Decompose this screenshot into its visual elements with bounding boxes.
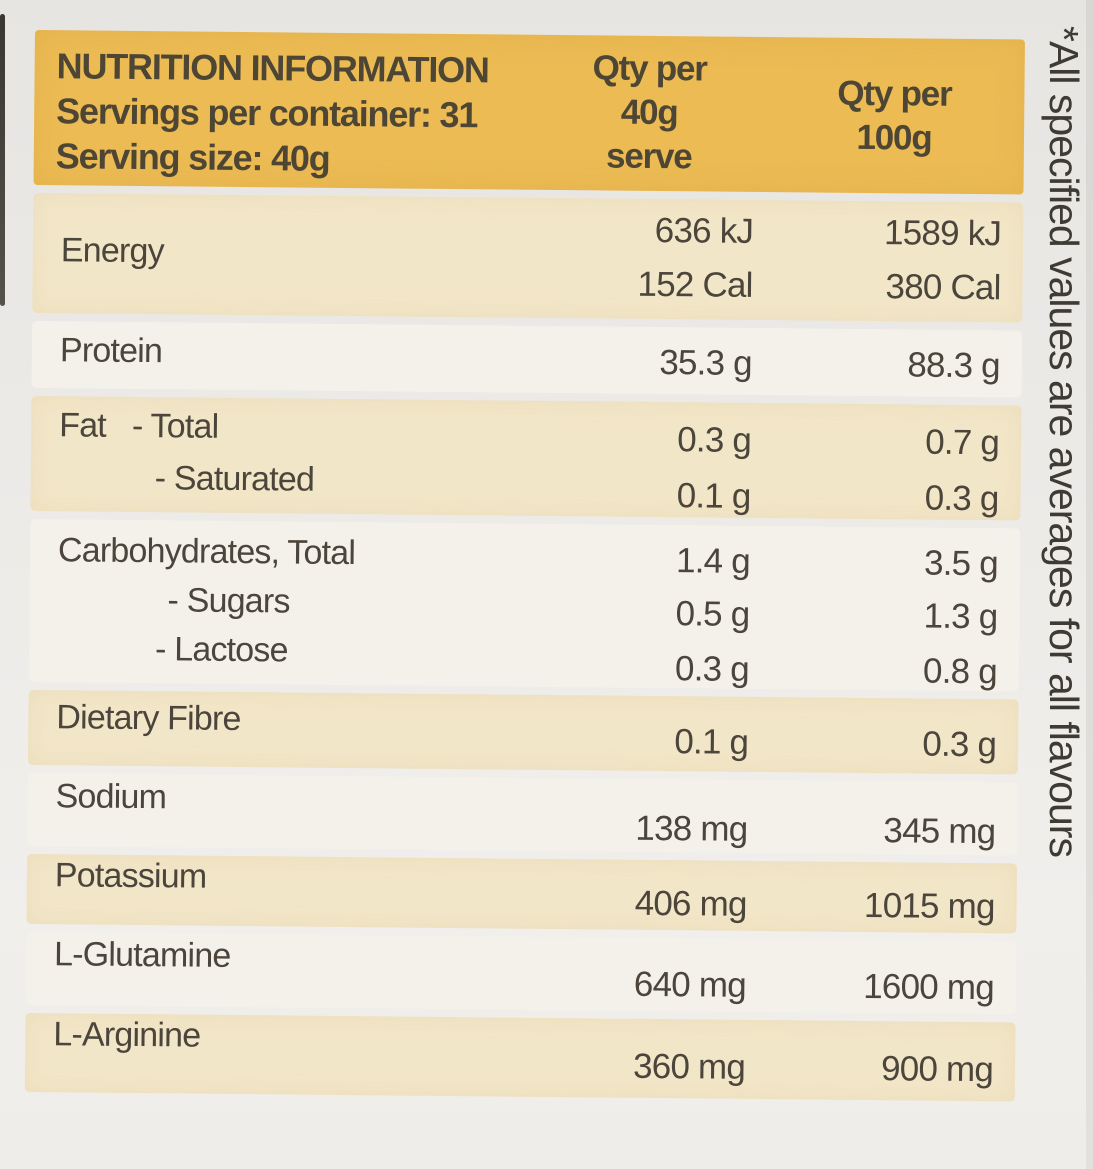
column-header-line: Qty per — [837, 73, 952, 114]
value-per-100g: 345 mg — [883, 811, 996, 852]
value-line: 1589 kJ — [883, 213, 1002, 254]
row-l-arginine: L-Arginine 360 mg 900 mg — [24, 1012, 1016, 1102]
value-per-100g: 1600 mg — [863, 966, 995, 1008]
value-per-serve: 640 mg — [633, 964, 747, 1005]
value-per-serve: 0.5 g — [675, 594, 750, 634]
row-l-glutamine: L-Glutamine 640 mg 1600 mg — [25, 931, 1017, 1015]
row-energy: Energy 636 kJ 152 Cal 1589 kJ 380 Cal — [32, 192, 1024, 323]
value-per-serve: 0.3 g — [674, 649, 750, 689]
value-per-100g: 0.3 g — [924, 478, 999, 519]
header-title-block: NUTRITION INFORMATION Servings per conta… — [34, 30, 535, 190]
value-per-100g: 0.3 g — [922, 724, 997, 765]
row-label: Carbohydrates, Total — [57, 531, 356, 573]
nutrition-panel: NUTRITION INFORMATION Servings per conta… — [24, 30, 1025, 1102]
value-per-serve: 406 mg — [634, 883, 747, 924]
row-potassium: Potassium 406 mg 1015 mg — [26, 853, 1018, 934]
row-label-name: Fat — [59, 406, 107, 445]
column-header-per-100g: Qty per 100g — [763, 37, 1024, 194]
value-per-100g: 1015 mg — [863, 885, 995, 927]
row-sodium: Sodium 138 mg 345 mg — [27, 772, 1018, 856]
value-per-serve: 0.1 g — [674, 722, 749, 762]
row-label: Protein — [59, 331, 163, 371]
column-header-line: Qty per — [592, 48, 707, 89]
column-header-per-serve: Qty per 40g serve — [533, 35, 764, 192]
row-label: Potassium — [54, 856, 207, 896]
row-fat: Fat - Total 0.3 g 0.7 g - Saturated 0.1 g… — [30, 395, 1022, 521]
row-sublabel: - Sugars — [167, 581, 290, 621]
value-per-serve: 1.4 g — [675, 541, 751, 581]
value-per-serve: 636 kJ 152 Cal — [572, 198, 753, 320]
value-per-100g: 0.8 g — [922, 651, 998, 692]
value-line: 380 Cal — [885, 267, 1001, 308]
row-protein: Protein 35.3 g 88.3 g — [31, 320, 1023, 398]
value-per-serve: 138 mg — [635, 808, 748, 849]
column-header-line: 100g — [856, 117, 932, 158]
row-sublabel: - Total — [131, 406, 219, 446]
value-per-100g: 1.3 g — [923, 596, 998, 637]
serving-size: Serving size: 40g — [55, 135, 330, 179]
column-header-line: serve — [605, 136, 692, 177]
value-line: 152 Cal — [637, 264, 753, 305]
nutrition-header: NUTRITION INFORMATION Servings per conta… — [33, 30, 1025, 195]
side-note-vertical: *All specified values are averages for a… — [1041, 26, 1087, 857]
row-carbohydrates: Carbohydrates, Total 1.4 g 3.5 g - Sugar… — [28, 518, 1021, 692]
row-label: L-Glutamine — [53, 935, 231, 975]
row-label: L-Arginine — [53, 1015, 201, 1055]
value-per-100g: 0.7 g — [925, 422, 1000, 463]
row-label: Fat - Total — [59, 406, 571, 463]
value-per-100g: 1589 kJ 380 Cal — [752, 200, 1001, 322]
row-label: Sodium — [55, 777, 167, 817]
nutrition-title: NUTRITION INFORMATION — [56, 45, 489, 91]
row-sublabel: - Lactose — [154, 630, 288, 670]
value-per-serve: 0.1 g — [676, 476, 751, 516]
value-per-serve: 35.3 g — [659, 343, 753, 383]
row-dietary-fibre: Dietary Fibre 0.1 g 0.3 g — [27, 689, 1019, 775]
row-label: Energy — [60, 230, 165, 270]
value-per-serve: 0.3 g — [677, 420, 752, 460]
column-header-line: 40g — [620, 92, 678, 133]
photo-edge-right — [1086, 0, 1093, 1169]
value-per-serve: 360 mg — [632, 1046, 746, 1087]
value-per-100g: 3.5 g — [923, 543, 999, 584]
value-per-100g: 900 mg — [880, 1049, 994, 1090]
value-per-100g: 88.3 g — [907, 345, 1001, 386]
row-sublabel: - Saturated — [154, 459, 315, 499]
value-line: 636 kJ — [654, 210, 754, 251]
servings-per-container: Servings per container: 31 — [56, 90, 478, 136]
photo-edge-left — [0, 14, 5, 306]
row-label: Dietary Fibre — [56, 698, 241, 739]
